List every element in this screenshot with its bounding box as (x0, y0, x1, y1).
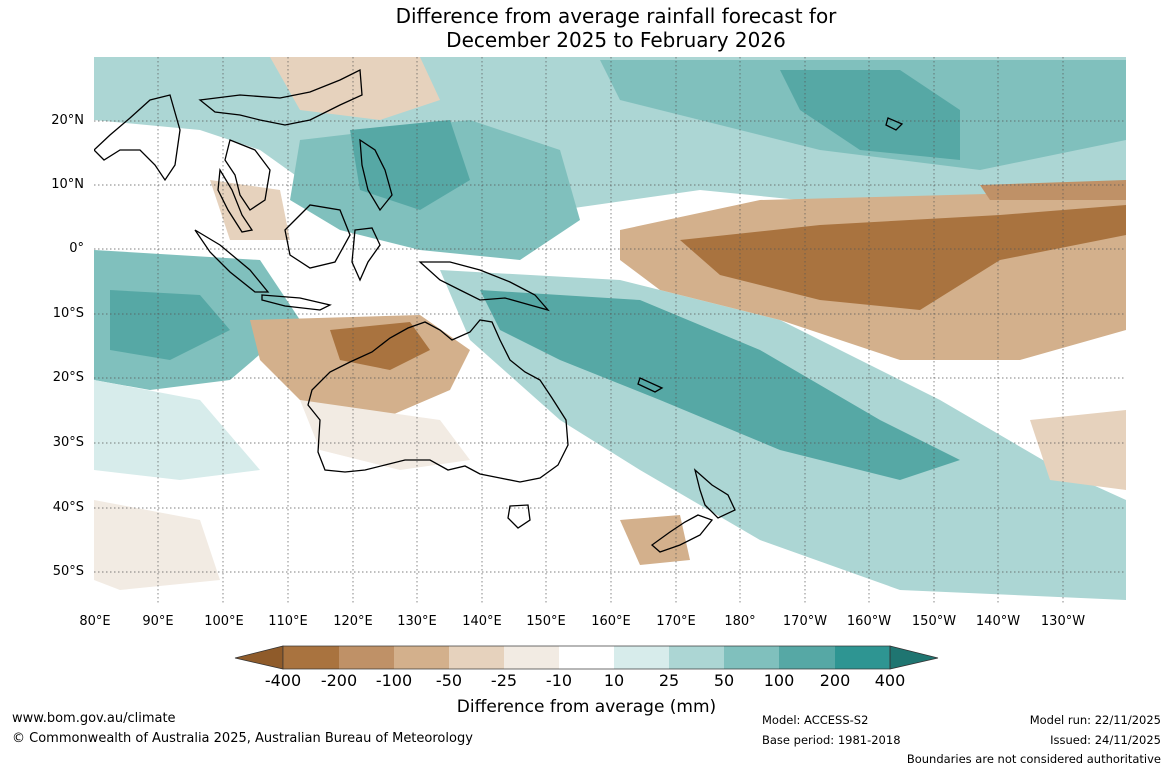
australia-coastline (307, 319, 569, 483)
lon-label-150w: 150°W (911, 614, 957, 629)
colorbar-tick: -100 (375, 671, 413, 690)
india-coastline (94, 94, 181, 182)
philippines-coastline (359, 138, 393, 212)
colorbar-bin (504, 646, 559, 669)
title-line-1: Difference from average rainfall forecas… (395, 4, 837, 28)
new-caledonia-coastline (637, 377, 664, 393)
colorbar-tick: -400 (264, 671, 302, 690)
lon-label-170e: 170°E (656, 614, 696, 629)
hawaii-coastline (885, 117, 904, 131)
colorbar-bin (614, 646, 669, 669)
colorbar-tick: 25 (658, 671, 680, 690)
lon-label-150e: 150°E (526, 614, 566, 629)
rainfall-anomaly-field (94, 57, 1126, 600)
coastlines (94, 68, 904, 553)
colorbar-bin (339, 646, 394, 669)
wet-region-southern-indian (94, 380, 260, 480)
colorbar-outline (282, 645, 891, 670)
wet-region-north-pacific-peak (780, 70, 960, 160)
model-name: Model: ACCESS-S2 (762, 713, 869, 727)
lon-label-140w: 140°W (975, 614, 1021, 629)
lat-label-10n: 10°N (51, 177, 84, 192)
dry-region-interior-australia (300, 400, 470, 470)
colorbar-bin (779, 646, 835, 669)
sumatra-coastline (194, 229, 270, 293)
dry-region-south-china (270, 57, 440, 120)
lon-label-170w: 170°W (782, 614, 828, 629)
lat-label-10s: 10°S (52, 306, 84, 321)
colorbar-title: Difference from average (mm) (456, 697, 717, 717)
lon-label-130e: 130°E (397, 614, 437, 629)
model-run-date: Model run: 22/11/2025 (1029, 713, 1161, 727)
colorbar-tick: -200 (320, 671, 358, 690)
colorbar-bin (724, 646, 779, 669)
rainfall-map (94, 57, 1126, 605)
website-link[interactable]: www.bom.gov.au/climate (12, 711, 176, 726)
colorbar-tick: 50 (713, 671, 735, 690)
copyright-text: © Commonwealth of Australia 2025, Austra… (12, 731, 473, 746)
dry-region-south-island-nz (620, 515, 690, 565)
lat-label-20s: 20°S (52, 370, 84, 385)
lon-label-180: 180° (724, 614, 756, 629)
colorbar-bin (449, 646, 504, 669)
colorbar-tick: -50 (435, 671, 463, 690)
colorbar (234, 645, 939, 670)
colorbar-tick: 200 (819, 671, 851, 690)
new-zealand-north-island (693, 468, 736, 519)
dry-region-southern-ocean (94, 500, 220, 590)
dry-region-itcz-band (980, 180, 1126, 200)
wet-region-philippines-peak (350, 120, 470, 210)
boundaries-disclaimer: Boundaries are not considered authoritat… (906, 752, 1161, 766)
colorbar-tick: 10 (603, 671, 625, 690)
lon-label-140e: 140°E (462, 614, 502, 629)
lat-label-equator: 0° (69, 241, 84, 256)
lat-label-40s: 40°S (52, 500, 84, 515)
dry-region-equatorial-pacific-core (680, 205, 1126, 310)
issued-date: Issued: 24/11/2025 (1050, 733, 1161, 747)
new-guinea-coastline (418, 261, 550, 312)
base-period: Base period: 1981-2018 (762, 733, 901, 747)
lat-label-30s: 30°S (52, 435, 84, 450)
south-china-coastline (198, 68, 363, 126)
indochina-coastline (224, 139, 271, 211)
colorbar-tick: -25 (490, 671, 518, 690)
new-zealand-south-island (650, 514, 714, 553)
colorbar-bin (394, 646, 449, 669)
colorbar-bin (835, 646, 890, 669)
lon-label-160w: 160°W (846, 614, 892, 629)
lon-label-80e: 80°E (79, 614, 111, 629)
dry-region-southeast-pacific (1030, 410, 1126, 490)
title-line-2: December 2025 to February 2026 (446, 28, 786, 52)
lon-label-100e: 100°E (204, 614, 244, 629)
lon-label-90e: 90°E (142, 614, 174, 629)
colorbar-above-max-arrow (889, 645, 939, 670)
wet-region-indian-ocean-core (110, 290, 230, 360)
java-coastline (261, 294, 332, 311)
tasmania-coastline (507, 504, 531, 529)
lat-label-50s: 50°S (52, 564, 84, 579)
lon-label-110e: 110°E (268, 614, 308, 629)
lon-label-160e: 160°E (591, 614, 631, 629)
colorbar-bin (283, 646, 339, 669)
colorbar-tick: 400 (874, 671, 906, 690)
wet-region-south-pacific-core (480, 290, 960, 480)
borneo-coastline (284, 204, 351, 269)
sulawesi-coastline (351, 227, 381, 282)
lat-label-20n: 20°N (51, 113, 84, 128)
colorbar-tick: -10 (545, 671, 573, 690)
lon-label-120e: 120°E (333, 614, 373, 629)
lon-label-130w: 130°W (1040, 614, 1086, 629)
colorbar-below-min-arrow (234, 645, 284, 670)
colorbar-tick: 100 (763, 671, 795, 690)
map-title: Difference from average rainfall forecas… (0, 4, 1173, 52)
malay-peninsula-coastline (217, 167, 254, 233)
colorbar-bin (669, 646, 724, 669)
colorbar-bin (559, 646, 614, 669)
